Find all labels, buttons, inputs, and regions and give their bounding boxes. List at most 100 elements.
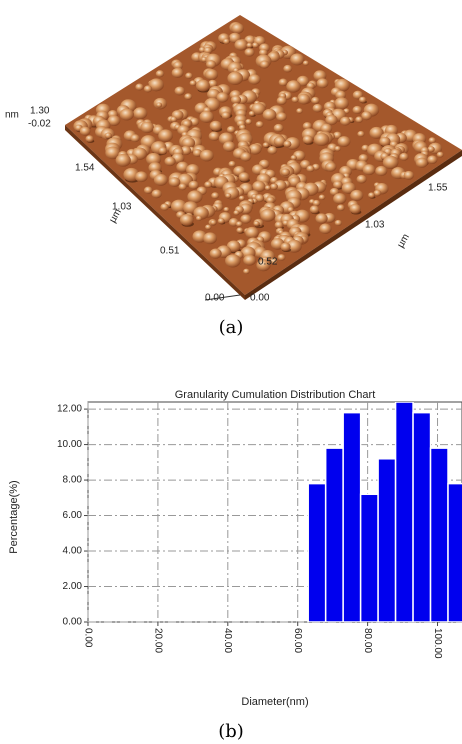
grain [357,130,365,138]
grain [240,152,252,162]
grain [172,61,184,70]
grain [216,92,229,103]
grain [189,80,197,87]
grain [104,132,112,139]
grain [158,129,174,142]
grain [210,219,217,226]
grain [312,199,321,207]
grain [399,152,409,161]
grain [341,182,356,194]
grain [248,110,256,117]
x-tick-label: 40.00 [222,628,233,653]
grain [170,199,187,213]
grain [203,232,218,245]
axis-label: µm [395,232,412,250]
grain [146,152,162,166]
bar [429,447,449,622]
grain [356,174,367,184]
bar [342,411,362,622]
grain [336,204,345,212]
grain [143,186,153,194]
grain [259,60,270,69]
grain [244,48,255,57]
grain [236,227,244,234]
grain [273,123,284,133]
grain [302,122,312,130]
grain [352,105,363,115]
grain [262,108,277,121]
grain [427,155,438,164]
grain [223,206,230,213]
grain [148,78,164,92]
grain [107,115,121,127]
grain [221,111,231,120]
grain [179,214,194,226]
grain [264,185,271,191]
grain [361,111,372,121]
grain [79,126,91,136]
axis-line [204,294,241,301]
grain [160,203,169,211]
grain [248,74,261,85]
grain [379,136,391,147]
grain [252,180,266,193]
grain [245,118,252,125]
grain [318,194,326,201]
grain [225,193,232,199]
grain [283,64,293,73]
grain [228,160,236,168]
caption: (b) [218,721,244,742]
grain [176,161,189,173]
grain [186,164,200,176]
grain [349,203,361,214]
grain [306,165,315,173]
bars [307,402,462,622]
grain [245,226,259,239]
grain [199,110,214,123]
grain [199,149,214,162]
x-tick-label: 20.00 [152,628,163,653]
grain [230,95,242,105]
y-tick-label: 10.00 [57,439,82,450]
grain [115,153,131,167]
grain [253,220,260,227]
grain [235,221,243,227]
grain [260,208,276,222]
grain [174,86,185,96]
grain [256,259,271,272]
grain [209,248,222,259]
grain [185,72,193,79]
grain [134,171,148,183]
y-tick-label: 12.00 [57,404,82,415]
grain [204,69,219,81]
grain [415,157,428,168]
surface-edge [245,150,462,300]
grain [158,146,168,155]
grain [251,102,266,115]
grain [325,114,338,126]
grain [316,78,329,89]
bar [447,482,462,622]
grain [290,155,297,161]
grain [297,93,311,105]
grain [325,162,337,172]
chart-title: Granularity Cumulation Distribution Char… [175,389,376,401]
grain [238,124,246,131]
grain [309,205,320,214]
grain [276,96,287,105]
grain [211,192,220,200]
grain [85,135,94,143]
y-axis-label: Percentage(%) [8,480,20,553]
x-tick-label: 100.00 [432,628,443,659]
grain [358,96,367,103]
grain [130,134,140,143]
grain [428,137,436,144]
grain [302,135,313,144]
axis-label: 1.30 [30,106,50,117]
grain [192,149,203,157]
grain [283,140,292,148]
grain [352,90,364,100]
grain [225,254,241,268]
grain [334,145,341,152]
